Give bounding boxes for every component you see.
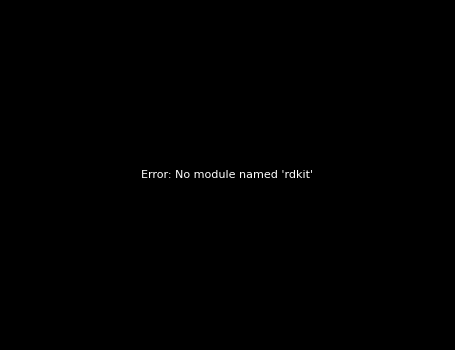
Text: Error: No module named 'rdkit': Error: No module named 'rdkit' [142, 170, 313, 180]
